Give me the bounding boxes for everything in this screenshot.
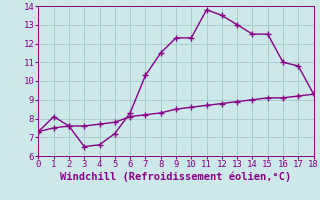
X-axis label: Windchill (Refroidissement éolien,°C): Windchill (Refroidissement éolien,°C): [60, 172, 292, 182]
